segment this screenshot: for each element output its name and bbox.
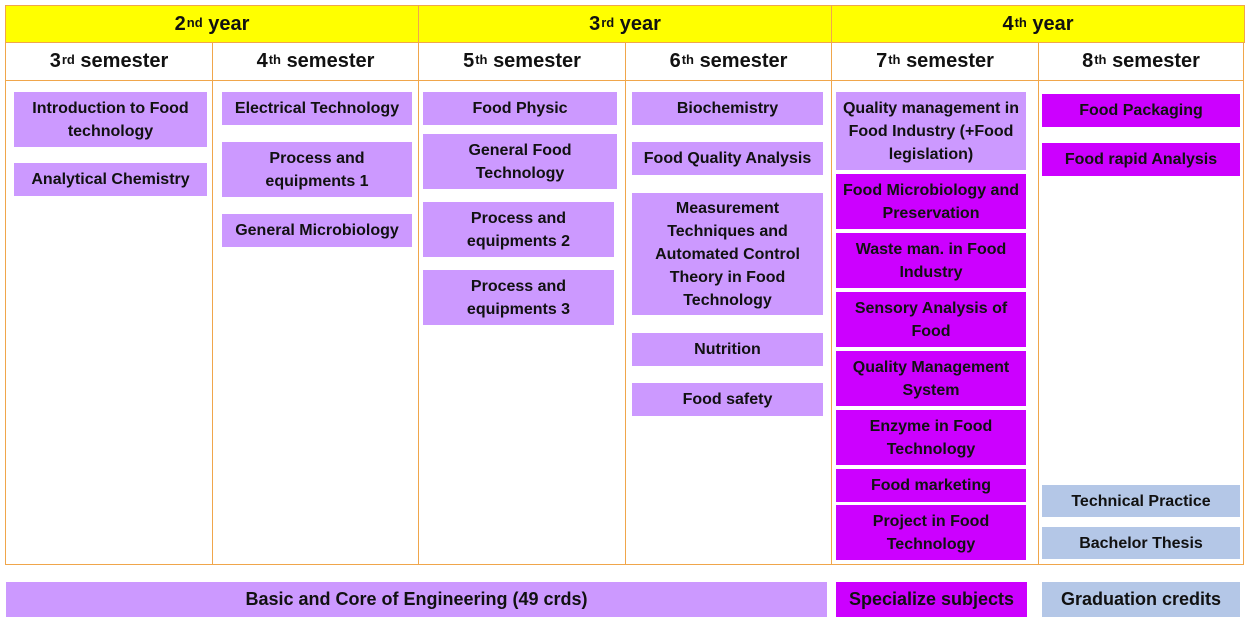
subject-technical-practice: Technical Practice xyxy=(1042,485,1240,517)
subject-enzyme-food-technology: Enzyme in Food Technology xyxy=(836,410,1026,465)
subject-quality-management-system: Quality Management System xyxy=(836,351,1026,406)
subject-waste-management: Waste man. in Food Industry xyxy=(836,233,1026,288)
subject-general-microbiology: General Microbiology xyxy=(222,214,412,247)
subject-process-equipments-2: Process and equipments 2 xyxy=(423,202,614,257)
semester-4-column: Electrical Technology Process and equipm… xyxy=(212,80,419,565)
semester-8-column: Food Packaging Food rapid Analysis Techn… xyxy=(1038,80,1244,565)
semester-5-column: Food Physic General Food Technology Proc… xyxy=(418,80,626,565)
subject-food-microbiology-preservation: Food Microbiology and Preservation xyxy=(836,174,1026,229)
semester-6-column: Biochemistry Food Quality Analysis Measu… xyxy=(625,80,832,565)
subject-food-physic: Food Physic xyxy=(423,92,617,125)
subject-biochemistry: Biochemistry xyxy=(632,92,823,125)
semester-3-column: Introduction to Food technology Analytic… xyxy=(5,80,213,565)
subject-general-food-technology: General Food Technology xyxy=(423,134,617,189)
subject-process-equipments-3: Process and equipments 3 xyxy=(423,270,614,325)
subject-introduction-food-technology: Introduction to Food technology xyxy=(14,92,207,147)
semester-columns: Introduction to Food technology Analytic… xyxy=(5,80,1244,565)
subject-quality-management-food-industry: Quality management in Food Industry (+Fo… xyxy=(836,92,1026,170)
subject-process-equipments-1: Process and equipments 1 xyxy=(222,142,412,197)
subject-food-safety: Food safety xyxy=(632,383,823,416)
subject-project-food-technology: Project in Food Technology xyxy=(836,505,1026,560)
subject-electrical-technology: Electrical Technology xyxy=(222,92,412,125)
subject-nutrition: Nutrition xyxy=(632,333,823,366)
subject-sensory-analysis: Sensory Analysis of Food xyxy=(836,292,1026,347)
subject-food-marketing: Food marketing xyxy=(836,469,1026,502)
legend-basic-core: Basic and Core of Engineering (49 crds) xyxy=(6,582,827,617)
subject-food-quality-analysis: Food Quality Analysis xyxy=(632,142,823,175)
subject-food-packaging: Food Packaging xyxy=(1042,94,1240,127)
subject-food-rapid-analysis: Food rapid Analysis xyxy=(1042,143,1240,176)
subject-measurement-techniques: Measurement Techniques and Automated Con… xyxy=(632,193,823,315)
semester-7-column: Quality management in Food Industry (+Fo… xyxy=(831,80,1039,565)
subject-analytical-chemistry: Analytical Chemistry xyxy=(14,163,207,196)
subject-bachelor-thesis: Bachelor Thesis xyxy=(1042,527,1240,559)
legend-specialize: Specialize subjects xyxy=(836,582,1027,617)
legend-graduation: Graduation credits xyxy=(1042,582,1240,617)
